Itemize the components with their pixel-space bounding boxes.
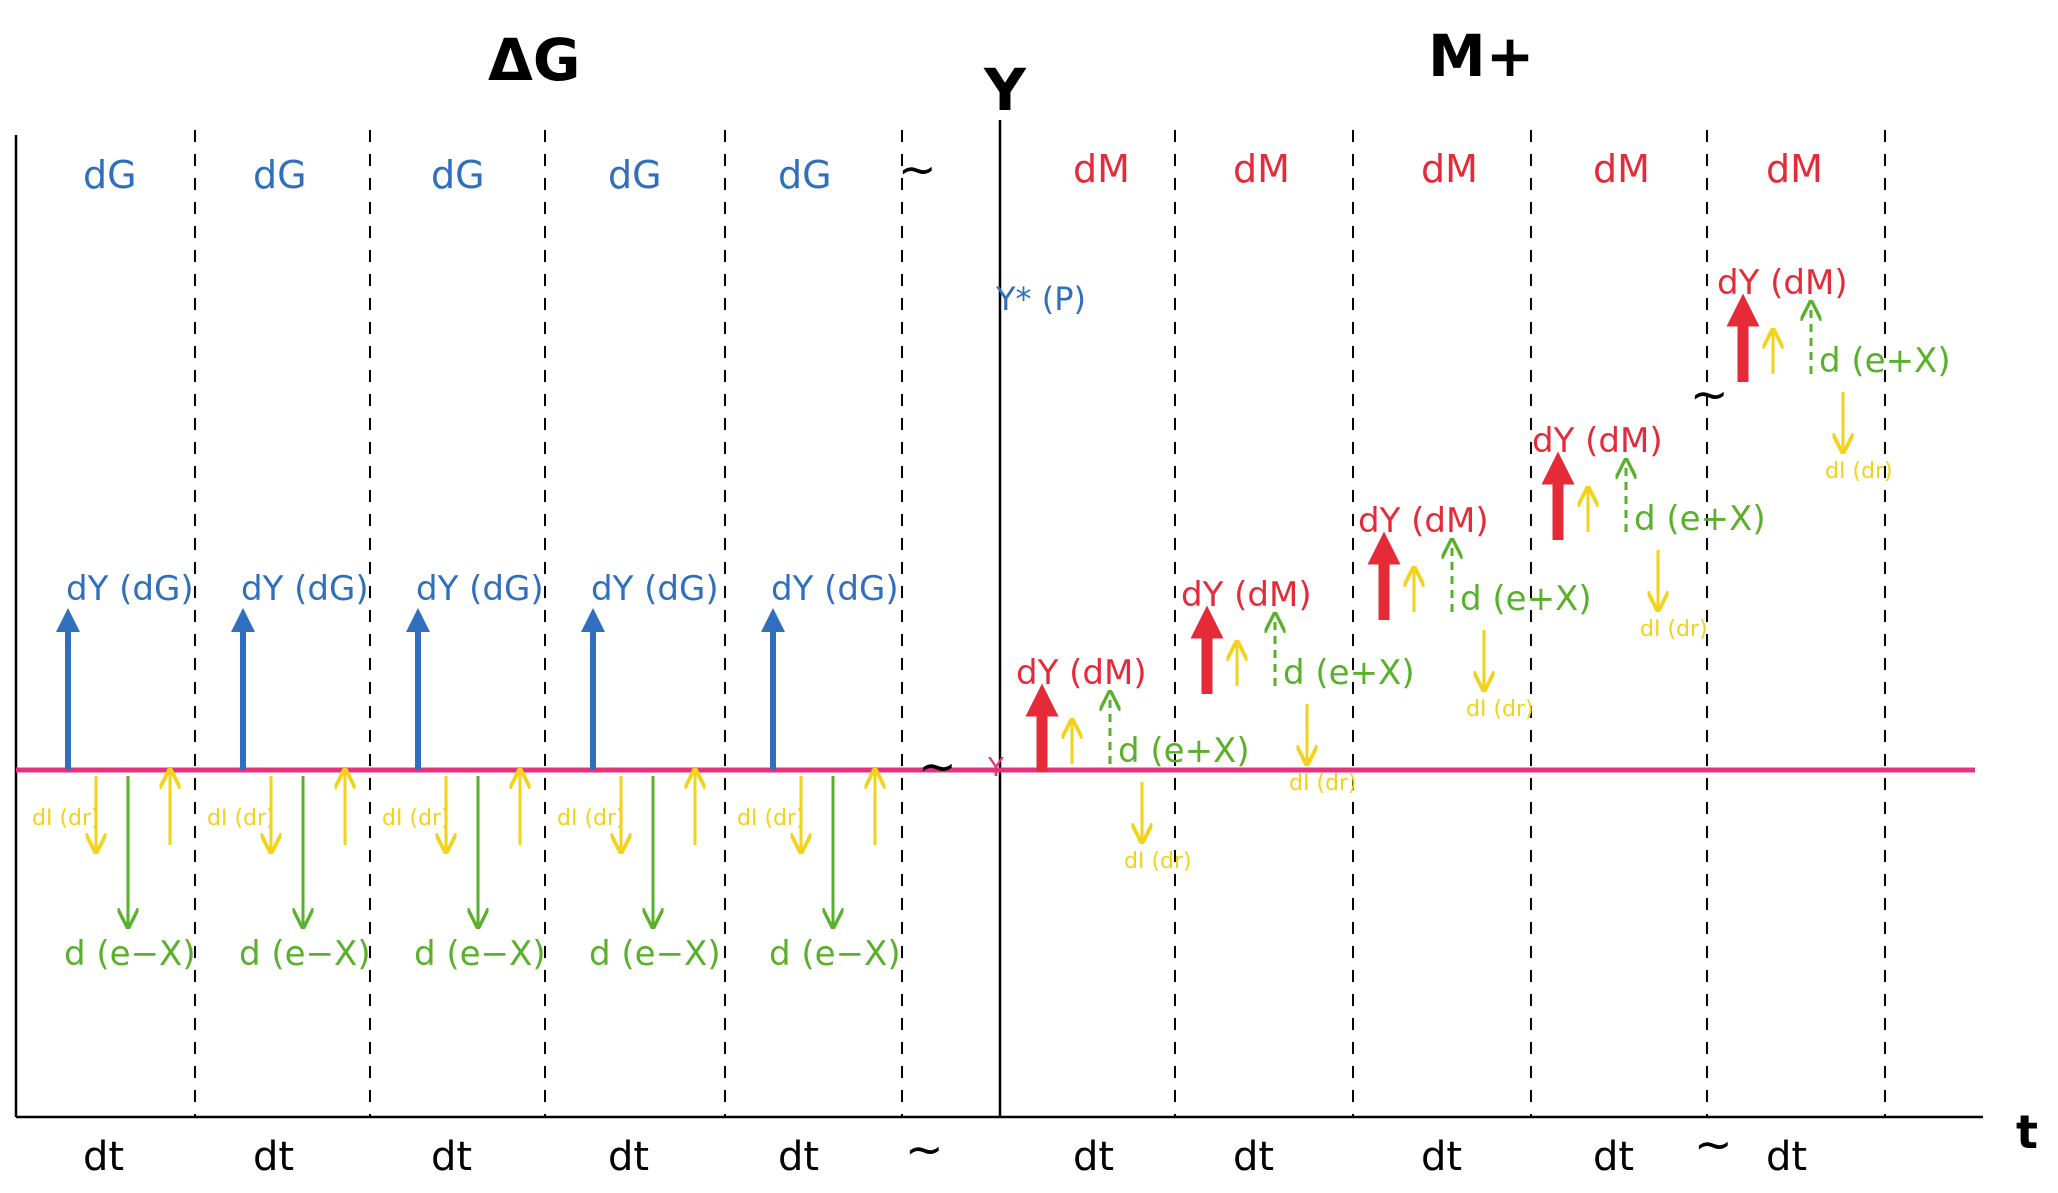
tilde-marker: ~ bbox=[918, 739, 957, 793]
dM-label: dM bbox=[1593, 147, 1650, 191]
y-star-label: Y* (P) bbox=[995, 280, 1086, 318]
d-e-plus-X-label: d (e+X) bbox=[1634, 499, 1766, 539]
tilde-marker: ~ bbox=[898, 142, 937, 196]
period-dividers bbox=[194, 130, 1886, 1117]
d-e-plus-X-label: d (e+X) bbox=[1460, 579, 1592, 619]
dt-label: dt bbox=[431, 1134, 472, 1180]
dM-label: dM bbox=[1766, 147, 1823, 191]
dY-dG-label: dY (dG) bbox=[66, 569, 194, 609]
dt-label: dt bbox=[1233, 1134, 1274, 1180]
dt-label: dt bbox=[253, 1134, 294, 1180]
dG-label: dG bbox=[83, 153, 137, 197]
dY-dG-label: dY (dG) bbox=[241, 569, 369, 609]
dY-dM-label: dY (dM) bbox=[1016, 653, 1147, 693]
time-axis-label: t bbox=[2016, 1105, 2038, 1159]
center-axis-title: Y bbox=[983, 56, 1027, 124]
dY-dM-label: dY (dM) bbox=[1717, 263, 1848, 303]
dG-label: dG bbox=[608, 153, 662, 197]
dG-label: dG bbox=[431, 153, 485, 197]
dY-dG-label: dY (dG) bbox=[416, 569, 544, 609]
fiscal-title: ΔG bbox=[488, 26, 581, 94]
dt-label: dt bbox=[778, 1134, 819, 1180]
arrow-layer bbox=[56, 293, 1843, 925]
dt-label: dt bbox=[1073, 1134, 1114, 1180]
dI-dr-label: dI (dr) bbox=[1289, 771, 1357, 796]
dY-dM-label: dY (dM) bbox=[1181, 575, 1312, 615]
dG-label: dG bbox=[253, 153, 307, 197]
dI-dr-label: dI (dr) bbox=[382, 806, 450, 831]
dY-dM-label: dY (dM) bbox=[1532, 421, 1663, 461]
d-e-plus-X-label: d (e+X) bbox=[1118, 731, 1250, 771]
d-e-minus-X-label: d (e−X) bbox=[239, 934, 371, 974]
dt-label: dt bbox=[1593, 1134, 1634, 1180]
dt-label: dt bbox=[1766, 1134, 1807, 1180]
dM-label: dM bbox=[1073, 147, 1130, 191]
d-e-minus-X-label: d (e−X) bbox=[414, 934, 546, 974]
d-e-minus-X-label: d (e−X) bbox=[589, 934, 721, 974]
d-e-plus-X-label: d (e+X) bbox=[1283, 653, 1415, 693]
dM-label: dM bbox=[1233, 147, 1290, 191]
dG-label: dG bbox=[778, 153, 832, 197]
dI-dr-label: dI (dr) bbox=[1640, 617, 1708, 642]
d-e-plus-X-label: d (e+X) bbox=[1819, 341, 1951, 381]
dI-dr-label: dI (dr) bbox=[207, 806, 275, 831]
baseline-y-label: Y bbox=[987, 753, 1004, 783]
monetary-title: M+ bbox=[1428, 22, 1534, 90]
dY-dG-label: dY (dG) bbox=[771, 569, 899, 609]
dt-label: dt bbox=[83, 1134, 124, 1180]
tilde-marker: ~ bbox=[905, 1122, 944, 1176]
dI-dr-label: dI (dr) bbox=[557, 806, 625, 831]
dY-dG-label: dY (dG) bbox=[591, 569, 719, 609]
dt-label: dt bbox=[608, 1134, 649, 1180]
tilde-marker: ~ bbox=[1690, 367, 1729, 421]
dt-label: dt bbox=[1421, 1134, 1462, 1180]
label-layer: ~ ~ ~ ~ ~ dG dY (dG) dI (dr) d (e−X) dt dG dY (dG) d… bbox=[32, 142, 1951, 1180]
dI-dr-label: dI (dr) bbox=[1124, 849, 1192, 874]
dI-dr-label: dI (dr) bbox=[1466, 697, 1534, 722]
dI-dr-label: dI (dr) bbox=[32, 806, 100, 831]
dI-dr-label: dI (dr) bbox=[1825, 459, 1893, 484]
d-e-minus-X-label: d (e−X) bbox=[769, 934, 901, 974]
tilde-marker: ~ bbox=[1694, 1117, 1733, 1171]
d-e-minus-X-label: d (e−X) bbox=[64, 934, 196, 974]
dY-dM-label: dY (dM) bbox=[1358, 501, 1489, 541]
dI-dr-label: dI (dr) bbox=[737, 806, 805, 831]
dM-label: dM bbox=[1421, 147, 1478, 191]
